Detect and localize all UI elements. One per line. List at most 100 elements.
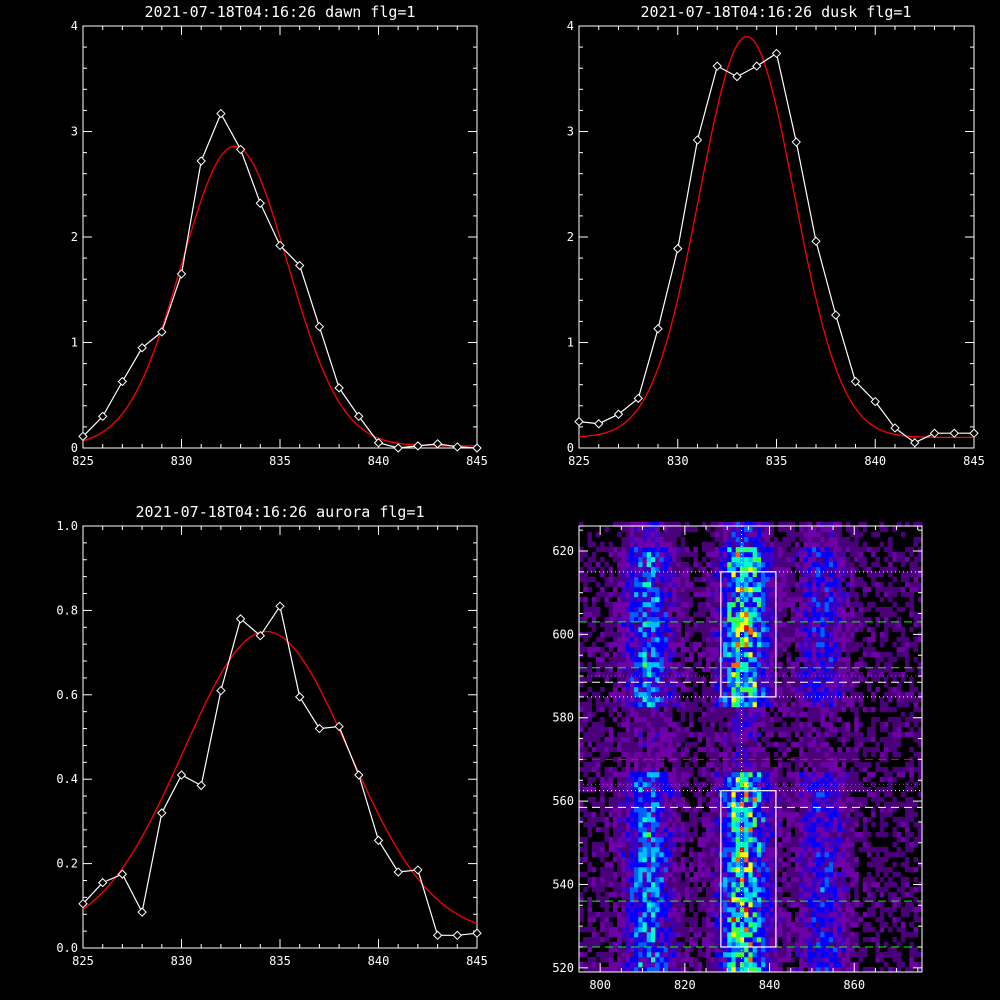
heatmap-cell [676,826,681,833]
heatmap-cell [608,926,614,933]
heatmap-cell [824,651,830,658]
heatmap-cell [583,871,588,878]
heatmap-cell [824,636,830,643]
heatmap-cell [634,641,639,648]
heatmap-cell [646,751,652,758]
heatmap-cell [595,691,601,698]
heatmap-cell [642,766,648,773]
data-point [275,601,285,611]
heatmap-cell [807,651,813,658]
heatmap-cell [676,706,681,713]
heatmap-cell [667,826,673,833]
heatmap-cell [642,686,648,693]
heatmap-cell [790,686,796,693]
heatmap-cell [591,911,597,918]
heatmap-cell [731,771,736,778]
heatmap-cell [629,766,635,773]
heatmap-cell [642,851,648,858]
heatmap-cell [879,866,885,873]
heatmap-cell [693,816,698,823]
heatmap-cell [591,966,597,973]
heatmap-cell [794,936,800,943]
heatmap-cell [862,831,868,838]
heatmap-cell [786,946,792,953]
heatmap-cell [837,681,842,688]
heatmap-cell [778,831,783,838]
heatmap-cell [909,921,914,928]
heatmap-cell [765,946,770,953]
heatmap-cell [769,631,775,638]
heatmap-cell [718,766,724,773]
heatmap-cell [625,666,631,673]
heatmap-cell [841,866,847,873]
heatmap-cell [612,901,618,908]
heatmap-cell [706,896,711,903]
heatmap-cell [807,836,813,843]
heatmap-cell [655,651,660,658]
heatmap-cell [917,666,923,673]
heatmap-cell [693,881,698,888]
heatmap-cell [794,861,800,868]
heatmap-cell [710,881,715,888]
heatmap-cell [672,776,677,783]
heatmap-cell [913,896,919,903]
heatmap-cell [714,781,720,788]
heatmap-cell [862,651,868,658]
heatmap-cell [697,746,703,753]
heatmap-cell [621,631,626,638]
heatmap-cell [663,771,669,778]
heatmap-cell [744,911,749,918]
heatmap-cell [892,726,897,733]
heatmap-cell [625,806,631,813]
heatmap-cell [650,726,656,733]
heatmap-cell [642,641,648,648]
heatmap-cell [646,926,652,933]
heatmap-cell [697,841,703,848]
heatmap-cell [828,921,834,928]
heatmap-cell [710,681,715,688]
heatmap-cell [892,766,897,773]
heatmap-cell [676,621,681,628]
heatmap-cell [718,731,724,738]
heatmap-cell [794,616,800,623]
heatmap-cell [595,886,601,893]
heatmap-cell [761,776,766,783]
heatmap-cell [722,941,728,948]
heatmap-cell [841,661,847,668]
heatmap-cell [595,936,601,943]
heatmap-cell [697,626,703,633]
heatmap-cell [739,941,745,948]
heatmap-cell [761,631,766,638]
heatmap-cell [646,746,652,753]
heatmap-cell [629,726,635,733]
heatmap-cell [579,616,584,623]
heatmap-cell [689,656,694,663]
heatmap-cell [794,691,800,698]
heatmap-cell [811,776,817,783]
heatmap-cell [579,951,584,958]
heatmap-cell [828,911,834,918]
heatmap-cell [752,946,758,953]
heatmap-cell [883,691,889,698]
heatmap-cell [727,646,732,653]
heatmap-cell [807,856,813,863]
heatmap-cell [714,841,720,848]
heatmap-cell [617,806,622,813]
heatmap-cell [684,771,690,778]
heatmap-cell [659,736,664,743]
heatmap-cell [833,831,838,838]
heatmap-cell [896,636,902,643]
heatmap-cell [778,956,783,963]
heatmap-cell [727,866,732,873]
heatmap-cell [629,616,635,623]
heatmap-cell [587,826,593,833]
heatmap-cell [600,816,605,823]
heatmap-cell [786,711,792,718]
heatmap-cell [875,866,880,873]
heatmap-cell [600,726,605,733]
heatmap-cell [663,891,669,898]
heatmap-cell [680,736,686,743]
heatmap-cell [833,951,838,958]
heatmap-cell [824,961,830,968]
heatmap-cell [850,776,855,783]
